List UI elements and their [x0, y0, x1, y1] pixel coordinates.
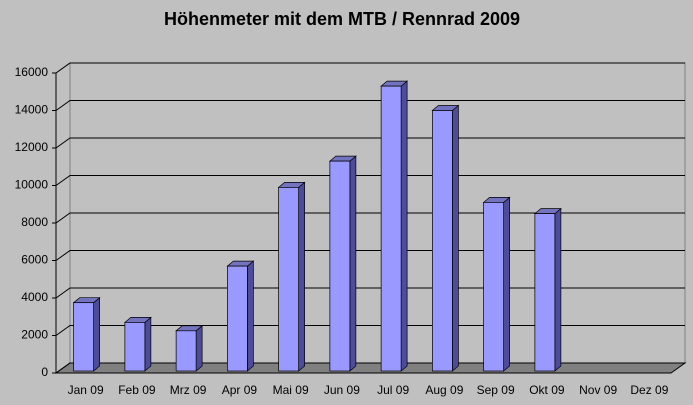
bar-side — [247, 260, 254, 372]
bar — [380, 85, 402, 372]
y-tick-label: 12000 — [15, 140, 49, 154]
bar — [124, 322, 146, 372]
y-tick-label: 4000 — [21, 290, 48, 304]
bar — [432, 110, 453, 372]
y-tick-label: 6000 — [21, 253, 48, 267]
grid-line — [55, 325, 685, 336]
y-tick-label: 16000 — [15, 65, 49, 79]
bar-side — [195, 325, 203, 372]
bar-side — [452, 104, 459, 372]
bar-side — [298, 181, 305, 372]
y-tick-label: 14000 — [15, 103, 49, 117]
grid-line — [55, 287, 685, 299]
grid-line — [55, 100, 685, 111]
x-tick-label: Mrz 09 — [170, 383, 207, 397]
x-tick-label: Aug 09 — [425, 383, 463, 397]
grid-line — [55, 62, 685, 74]
bar — [534, 213, 556, 372]
y-tick-label: 0 — [41, 365, 48, 379]
x-tick-label: Okt 09 — [529, 383, 565, 397]
bar-side — [554, 207, 562, 372]
y-tick-label: 8000 — [21, 215, 48, 229]
bar — [329, 160, 351, 372]
grid-line — [55, 250, 685, 261]
bar — [175, 330, 197, 372]
x-tick-label: Jul 09 — [377, 383, 409, 397]
bar-side — [503, 196, 510, 372]
grid-line — [55, 137, 685, 149]
grid-line — [55, 175, 685, 186]
bar — [73, 302, 94, 372]
y-tick-label: 2000 — [21, 328, 48, 342]
x-tick-label: Jun 09 — [324, 383, 360, 397]
x-tick-label: Nov 09 — [579, 383, 617, 397]
bar — [278, 187, 299, 372]
bar-side — [144, 316, 152, 372]
chart-title: Höhenmeter mit dem MTB / Rennrad 2009 — [164, 9, 520, 29]
grid-line — [55, 362, 685, 374]
grid-line — [55, 212, 685, 224]
bar — [227, 265, 248, 372]
x-tick-label: Feb 09 — [118, 383, 156, 397]
x-tick-label: Jan 09 — [68, 383, 104, 397]
bar — [483, 202, 504, 372]
x-tick-label: Dez 09 — [630, 383, 668, 397]
bar-side — [400, 80, 408, 372]
x-tick-label: Mai 09 — [273, 383, 309, 397]
bar-side — [93, 296, 100, 372]
bar-side — [349, 155, 357, 372]
x-tick-label: Sep 09 — [477, 383, 515, 397]
x-tick-label: Apr 09 — [222, 383, 258, 397]
y-tick-label: 10000 — [15, 178, 49, 192]
